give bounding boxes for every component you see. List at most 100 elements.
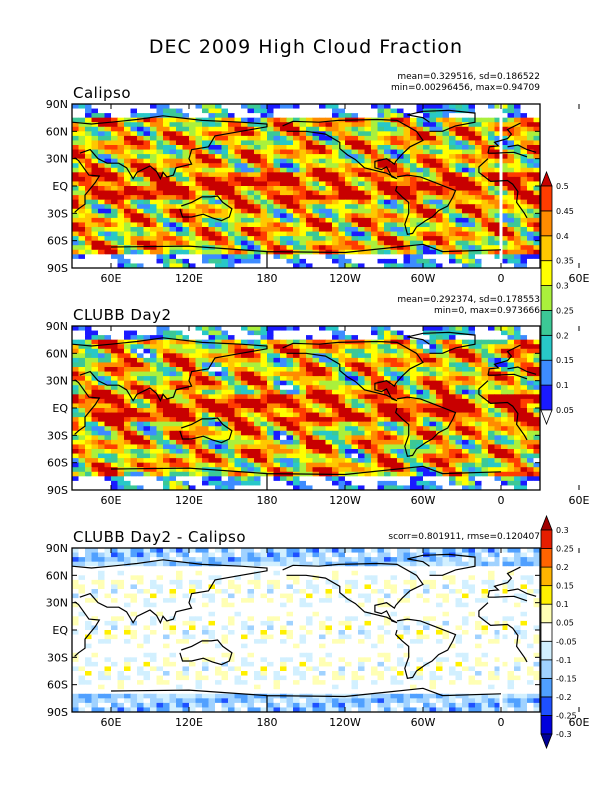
field-cell	[449, 245, 456, 251]
field-cell	[98, 149, 105, 155]
field-cell	[390, 408, 398, 414]
field-cell	[306, 412, 313, 418]
field-cell	[449, 263, 456, 268]
field-cell	[215, 376, 222, 382]
field-cell	[78, 245, 86, 251]
field-cell	[520, 154, 528, 160]
field-cell	[462, 140, 469, 146]
field-cell	[280, 126, 287, 132]
field-cell	[176, 426, 183, 432]
field-cell	[202, 186, 209, 192]
field-cell	[163, 158, 170, 164]
field-cell	[501, 186, 508, 192]
field-cell	[351, 439, 359, 445]
field-cell	[85, 126, 92, 132]
field-cell	[91, 435, 99, 441]
field-cell	[364, 131, 372, 137]
field-cell	[228, 471, 235, 477]
field-cell	[390, 154, 398, 160]
field-cell	[267, 249, 274, 255]
field-cell	[254, 190, 261, 196]
field-cell	[332, 227, 339, 233]
field-cell	[189, 181, 196, 187]
field-cell	[182, 227, 190, 233]
field-cell	[338, 380, 346, 386]
field-cell	[416, 421, 424, 427]
field-cell	[169, 145, 177, 151]
field-cell	[351, 176, 359, 182]
field-cell	[312, 335, 320, 341]
field-cell	[195, 172, 203, 178]
field-cell	[338, 126, 346, 132]
field-cell	[416, 385, 424, 391]
field-cell	[358, 326, 365, 332]
field-cell	[397, 135, 404, 141]
field-cell	[150, 227, 157, 233]
field-cell	[299, 131, 307, 137]
field-cell	[319, 258, 326, 264]
field-cell	[364, 176, 372, 182]
field-cell	[449, 412, 456, 418]
field-cell	[156, 326, 164, 332]
field-cell	[488, 145, 495, 151]
field-cell	[293, 444, 300, 450]
field-cell	[156, 439, 164, 445]
field-cell	[520, 376, 528, 382]
field-cell	[351, 199, 359, 205]
field-cell	[117, 385, 125, 391]
field-cell	[449, 348, 456, 354]
field-cell	[403, 176, 411, 182]
field-cell	[319, 362, 326, 368]
field-cell	[501, 113, 508, 119]
field-cell	[488, 181, 495, 187]
field-cell	[364, 231, 372, 237]
field-cell	[475, 458, 482, 464]
field-cell	[494, 149, 502, 155]
field-cell	[371, 435, 378, 441]
field-cell	[254, 245, 261, 251]
field-cell	[397, 330, 404, 336]
field-cell	[436, 131, 443, 137]
field-cell	[273, 204, 281, 210]
field-cell	[169, 453, 177, 459]
field-cell	[293, 104, 300, 110]
field-cell	[91, 249, 99, 255]
field-cell	[299, 104, 307, 110]
field-cell	[85, 217, 92, 223]
field-cell	[410, 462, 417, 468]
field-cell	[403, 330, 411, 336]
field-cell	[390, 131, 398, 137]
field-cell	[72, 222, 79, 228]
field-cell	[228, 145, 235, 151]
field-cell	[150, 367, 157, 373]
field-cell	[377, 389, 385, 395]
stats-line-2: min=0, max=0.973666	[433, 306, 540, 316]
field-cell	[403, 113, 411, 119]
field-cell	[163, 263, 170, 268]
field-cell	[273, 453, 281, 459]
field-cell	[423, 104, 430, 110]
field-cell	[273, 362, 281, 368]
field-cell	[104, 476, 112, 482]
field-cell	[91, 154, 99, 160]
field-cell	[163, 254, 170, 260]
field-cell	[130, 421, 138, 427]
field-cell	[455, 208, 463, 214]
field-cell	[78, 254, 86, 260]
field-cell	[397, 380, 404, 386]
field-cell	[423, 263, 430, 268]
field-cell	[481, 149, 489, 155]
field-cell	[176, 117, 183, 123]
field-cell	[195, 245, 203, 251]
field-cell	[403, 421, 411, 427]
field-cell	[241, 195, 248, 201]
field-cell	[260, 408, 268, 414]
field-cell	[481, 231, 489, 237]
field-cell	[462, 380, 469, 386]
field-cell	[124, 126, 131, 132]
field-cell	[111, 439, 118, 445]
field-cell	[429, 104, 437, 110]
field-cell	[228, 236, 235, 242]
field-cell	[286, 426, 294, 432]
field-cell	[514, 258, 521, 264]
